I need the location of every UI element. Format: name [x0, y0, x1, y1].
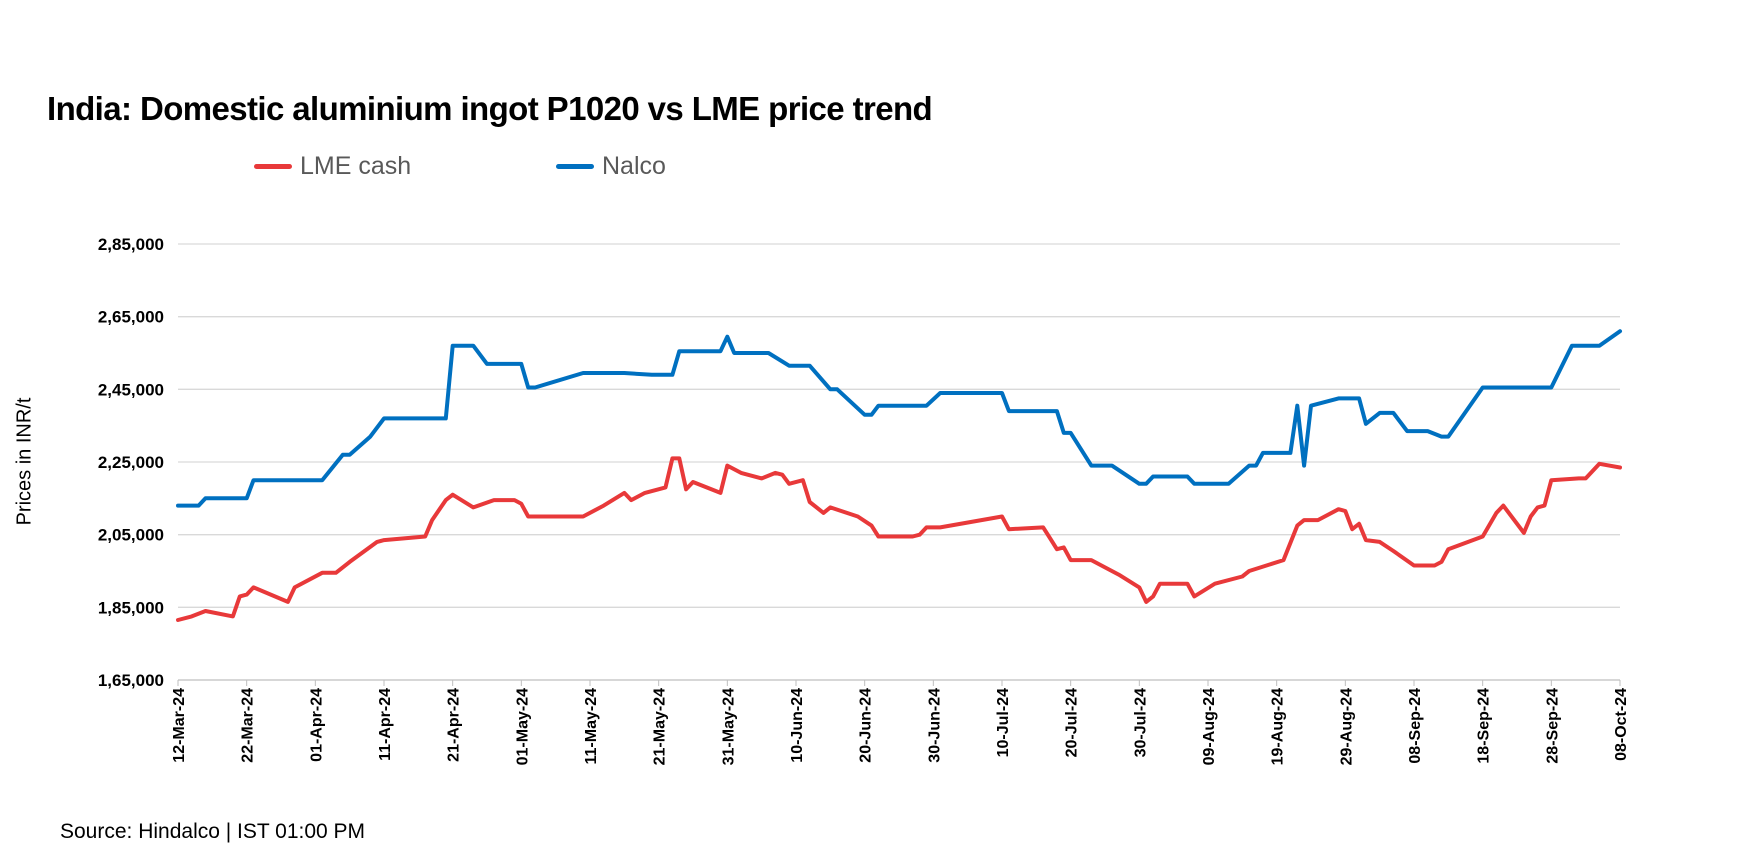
y-axis-ticks: 1,65,000 1,85,000 2,05,000 2,25,000 2,45,000… — [98, 235, 164, 690]
x-tick-label: 12-Mar-24 — [171, 688, 188, 763]
chart-title: India: Domestic aluminium ingot P1020 vs… — [47, 90, 933, 127]
x-tick-label: 21-May-24 — [652, 688, 669, 765]
x-tick-label: 11-Apr-24 — [377, 688, 394, 761]
legend-item-nalco: Nalco — [556, 152, 666, 181]
y-tick-label: 2,65,000 — [98, 308, 164, 327]
x-tick-label: 22-Mar-24 — [240, 688, 257, 763]
legend-label-lme-cash: LME cash — [300, 152, 412, 180]
x-tick-label: 29-Aug-24 — [1338, 688, 1355, 765]
y-tick-label: 2,25,000 — [98, 453, 164, 472]
x-tick-label: 01-May-24 — [514, 688, 531, 765]
series-lines — [176, 329, 1622, 622]
legend-swatch-nalco — [556, 164, 594, 169]
x-tick-label: 28-Sep-24 — [1544, 688, 1561, 764]
x-axis-ticks: 12-Mar-24 22-Mar-24 01-Apr-24 11-Apr-24 21-A… — [171, 680, 1630, 765]
x-tick-label: 01-Apr-24 — [308, 688, 325, 762]
x-tick-label: 08-Sep-24 — [1407, 688, 1424, 764]
x-tick-label: 18-Sep-24 — [1476, 688, 1493, 764]
legend-item-lme-cash: LME cash — [254, 152, 411, 181]
legend-label-nalco: Nalco — [602, 152, 666, 180]
x-tick-label: 11-May-24 — [583, 688, 600, 765]
series-line-nalco — [176, 329, 1622, 508]
x-tick-label: 30-Jul-24 — [1132, 688, 1149, 757]
x-tick-label: 19-Aug-24 — [1270, 688, 1287, 765]
y-tick-label: 2,05,000 — [98, 526, 164, 545]
x-tick-label: 30-Jun-24 — [926, 688, 943, 763]
series-line-lme-cash — [176, 456, 1622, 622]
x-tick-label: 20-Jun-24 — [858, 688, 875, 763]
x-tick-label: 09-Aug-24 — [1201, 688, 1218, 765]
legend-swatch-lme-cash — [254, 164, 292, 169]
x-tick-label: 21-Apr-24 — [446, 688, 463, 762]
y-tick-label: 1,65,000 — [98, 671, 164, 690]
x-tick-label: 10-Jun-24 — [789, 688, 806, 763]
source-note: Source: Hindalco | IST 01:00 PM — [60, 820, 366, 843]
x-tick-label: 10-Jul-24 — [995, 688, 1012, 757]
y-tick-label: 1,85,000 — [98, 598, 164, 617]
x-tick-label: 08-Oct-24 — [1613, 688, 1630, 761]
y-tick-label: 2,45,000 — [98, 380, 164, 399]
x-tick-label: 20-Jul-24 — [1064, 688, 1081, 757]
y-tick-label: 2,85,000 — [98, 235, 164, 254]
x-tick-label: 31-May-24 — [720, 688, 737, 765]
